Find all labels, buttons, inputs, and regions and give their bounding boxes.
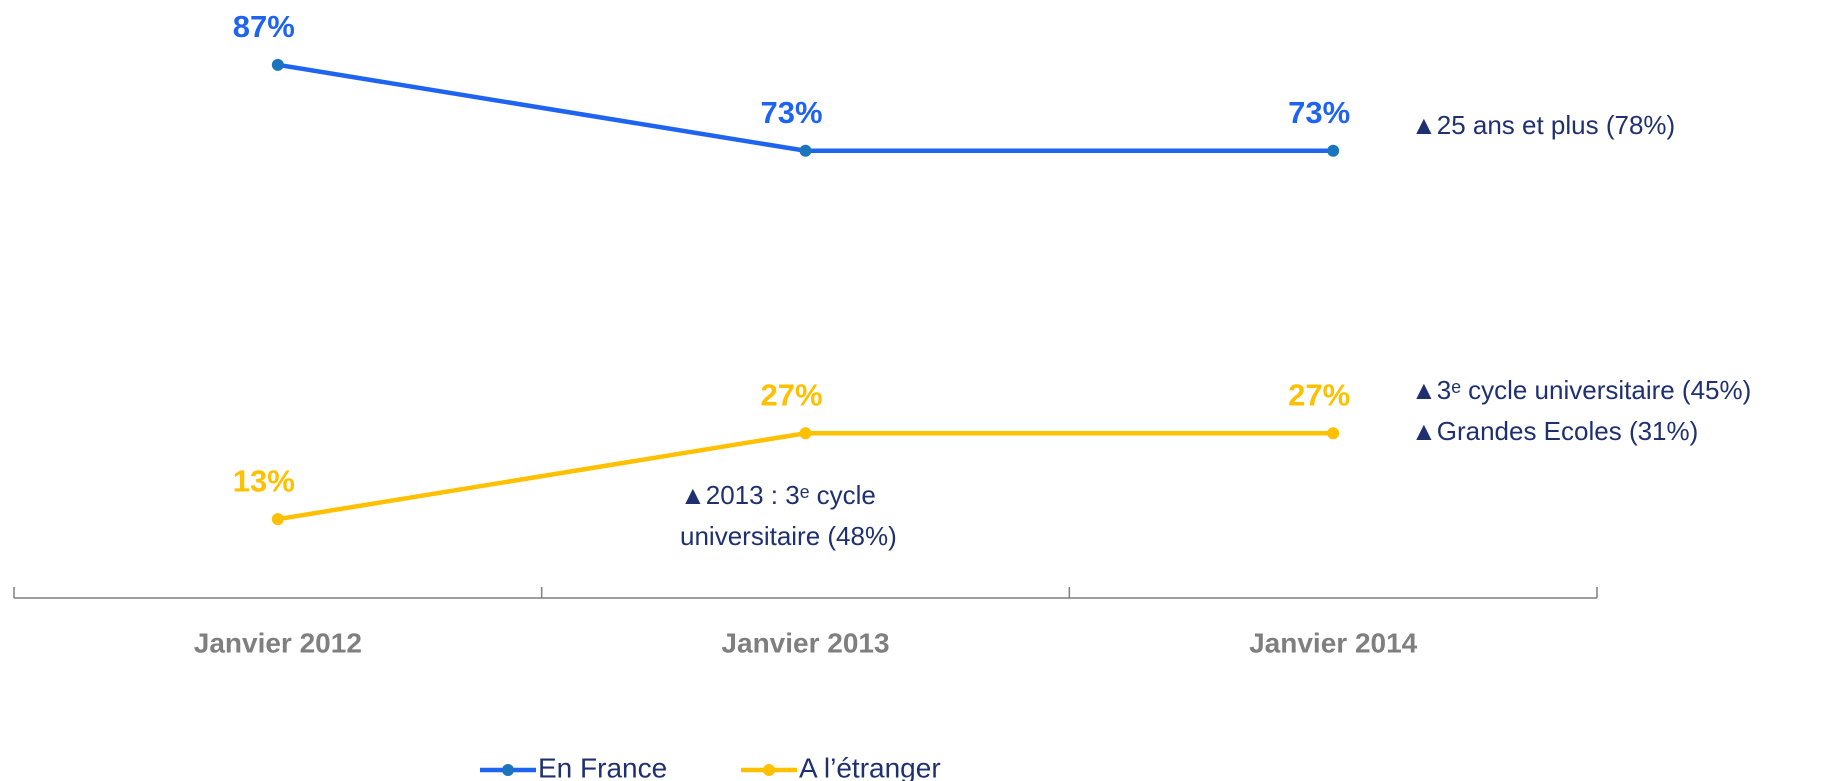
marker [799,427,812,440]
value-label: 87% [233,9,295,44]
marker [1327,144,1340,157]
annotation: ▲2013 : 3ᵉ cycle [680,480,876,510]
legend-label: En France [538,752,667,781]
x-tick-label: Janvier 2012 [194,627,362,658]
marker [1327,427,1340,440]
value-label: 27% [760,377,822,412]
value-label: 73% [760,95,822,130]
legend-marker [502,764,514,776]
x-tick-label: Janvier 2013 [721,627,889,658]
marker [799,144,812,157]
legend-marker [763,764,775,776]
value-label: 13% [233,463,295,498]
value-label: 73% [1288,95,1350,130]
marker [271,58,284,71]
marker [271,513,284,526]
value-label: 27% [1288,377,1350,412]
annotation: ▲25 ans et plus (78%) [1411,110,1675,140]
annotation: universitaire (48%) [680,521,897,551]
annotation: ▲Grandes Ecoles (31%) [1411,416,1698,446]
x-tick-label: Janvier 2014 [1249,627,1418,658]
legend-label: A l’étranger [799,752,941,781]
annotation: ▲3ᵉ cycle universitaire (45%) [1411,375,1751,405]
